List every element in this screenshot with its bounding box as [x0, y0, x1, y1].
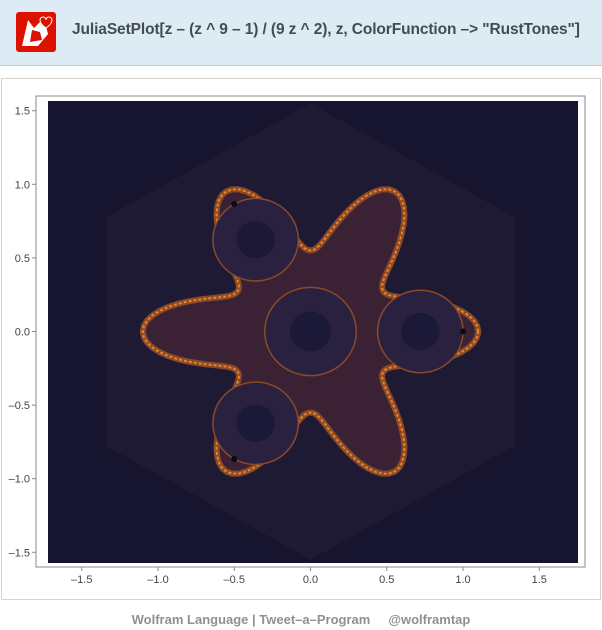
wolfram-wolf-icon — [16, 12, 56, 52]
y-tick-label: –1.0 — [9, 474, 30, 486]
basin-core — [236, 221, 275, 259]
basin-core — [401, 312, 440, 351]
attractor-point — [231, 455, 238, 462]
y-tick-label: 1.5 — [15, 106, 30, 118]
x-tick-label: 0.0 — [303, 574, 318, 586]
x-tick-label: 1.0 — [455, 574, 470, 586]
x-tick-label: –1.0 — [147, 574, 168, 586]
julia-set-plot: –1.5 –1.0 –0.5 0.0 0.5 1.0 1.5 1.5 1.0 0.5 0.0 –0.… — [9, 95, 586, 586]
x-tick-label: –0.5 — [224, 574, 245, 586]
attractor-point — [460, 328, 466, 335]
y-tick-label: 0.0 — [15, 327, 30, 339]
footer: Wolfram Language | Tweet–a–Program @wolfr… — [0, 612, 602, 627]
x-tick-label: 1.5 — [532, 574, 547, 586]
basin-core — [236, 404, 275, 442]
x-tick-label: 0.5 — [379, 574, 394, 586]
y-tick-label: –1.5 — [9, 547, 30, 559]
plot-frame: –1.5 –1.0 –0.5 0.0 0.5 1.0 1.5 1.5 1.0 0.5 0.0 –0.… — [1, 78, 601, 600]
y-tick-label: 1.0 — [15, 179, 30, 191]
x-axis: –1.5 –1.0 –0.5 0.0 0.5 1.0 1.5 — [71, 567, 547, 586]
fractal-boundary — [141, 188, 480, 475]
header-bar: JuliaSetPlot[z – (z ^ 9 – 1) / (9 z ^ 2)… — [0, 0, 602, 66]
fractal-layer — [105, 103, 516, 560]
y-tick-label: 0.5 — [15, 253, 30, 265]
basin-core — [289, 311, 332, 352]
footer-credit: Wolfram Language | Tweet–a–Program — [131, 612, 371, 627]
attractor-point — [231, 201, 238, 208]
footer-handle: @wolframtap — [388, 612, 471, 627]
code-input: JuliaSetPlot[z – (z ^ 9 – 1) / (9 z ^ 2)… — [72, 21, 580, 38]
y-axis: 1.5 1.0 0.5 0.0 –0.5 –1.0 –1.5 — [9, 106, 36, 559]
y-tick-label: –0.5 — [9, 400, 30, 412]
x-tick-label: –1.5 — [71, 574, 92, 586]
